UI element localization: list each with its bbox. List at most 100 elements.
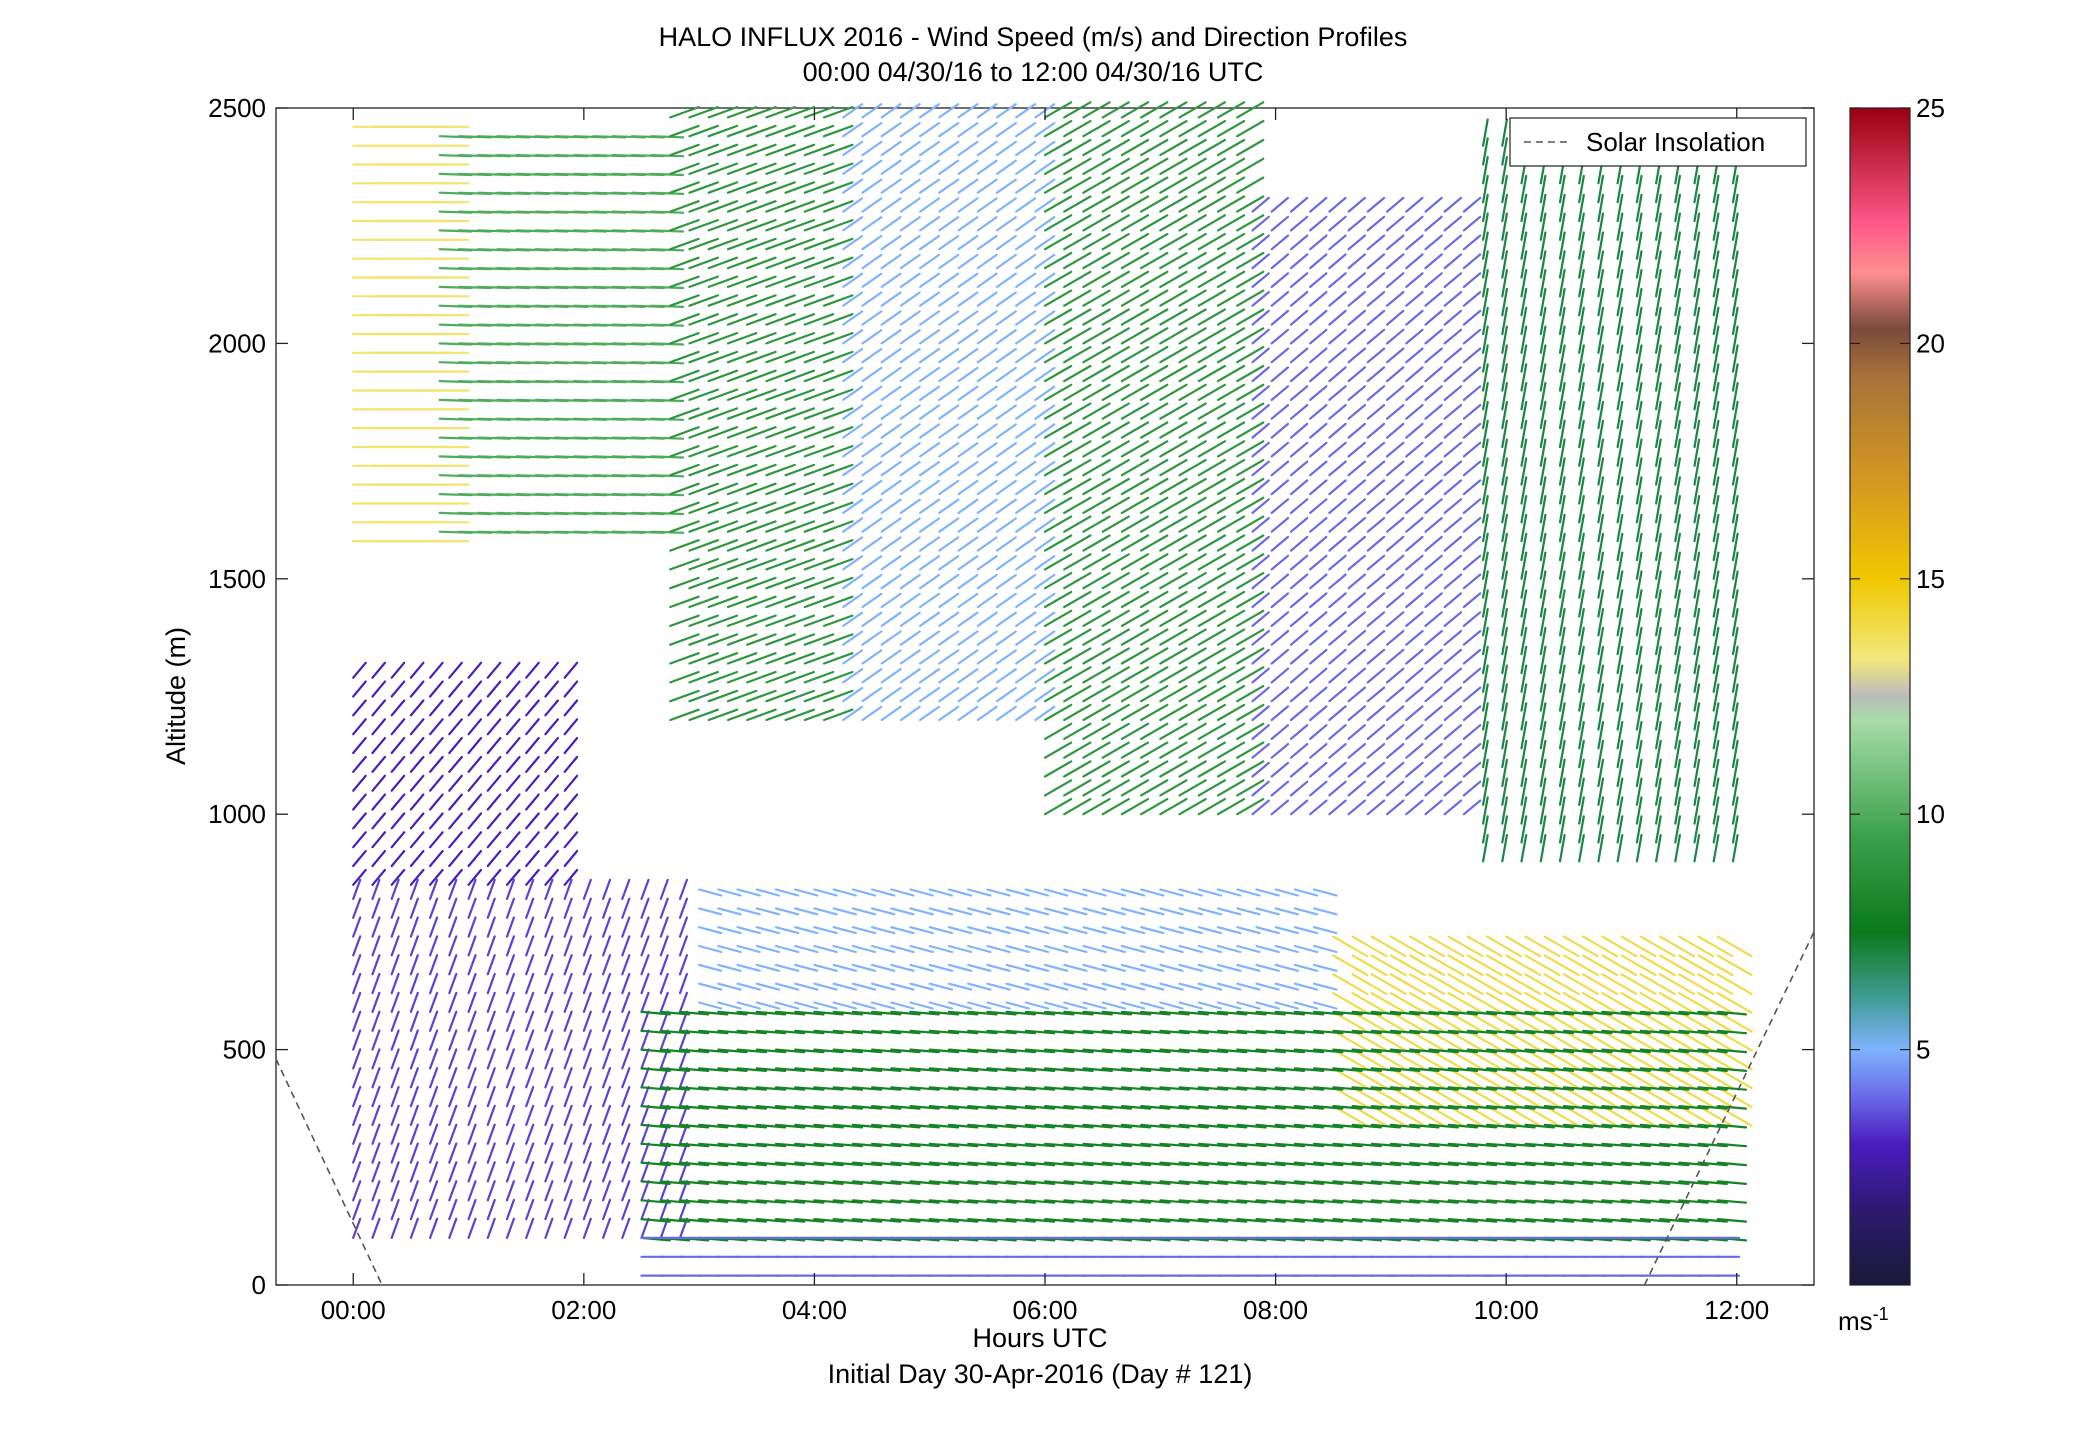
wind-barb	[755, 1010, 787, 1016]
wind-barb	[1558, 513, 1566, 543]
wind-barb	[938, 668, 960, 684]
wind-barb	[1063, 534, 1092, 552]
wind-barb	[1558, 306, 1566, 336]
wind-barb	[870, 1161, 902, 1167]
wind-barb	[1428, 1010, 1459, 1016]
wind-barb	[1443, 724, 1463, 741]
wind-barb	[1082, 926, 1107, 935]
wind-barb	[1274, 926, 1300, 935]
wind-barb	[784, 445, 816, 458]
wind-barb	[995, 611, 1017, 628]
wind-barb	[1447, 1086, 1479, 1091]
wind-barb	[774, 1142, 806, 1148]
wind-barb	[928, 926, 954, 935]
wind-barb	[784, 219, 816, 232]
wind-barb	[861, 442, 883, 458]
wind-barb	[1674, 457, 1682, 486]
wind-barb	[1520, 570, 1528, 599]
wind-barb	[352, 1085, 362, 1108]
wind-barb	[1366, 422, 1386, 439]
wind-barb	[851, 963, 877, 972]
wind-barb	[1063, 684, 1092, 703]
wind-barb	[1578, 551, 1585, 580]
wind-barb	[1678, 1086, 1715, 1109]
wind-barb	[1543, 1010, 1575, 1016]
wind-barb	[1270, 309, 1290, 326]
wind-barb	[1309, 328, 1328, 345]
wind-barb	[352, 972, 362, 995]
wind-barb	[928, 1029, 960, 1035]
wind-barb	[669, 595, 700, 609]
wind-barb	[1443, 686, 1463, 703]
x-tick-label: 06:00	[1012, 1295, 1077, 1325]
wind-barb	[1408, 1086, 1446, 1109]
wind-barb	[899, 197, 921, 213]
wind-barb	[717, 1180, 748, 1186]
wind-barb	[957, 385, 979, 401]
wind-barb	[755, 944, 781, 954]
wind-barb	[967, 888, 992, 897]
wind-barb	[1082, 1048, 1113, 1054]
wind-barb	[1063, 1199, 1094, 1204]
wind-barb	[1693, 476, 1701, 505]
wind-barb	[1424, 309, 1443, 326]
wind-barb	[726, 162, 758, 175]
wind-barb	[640, 1067, 650, 1089]
wind-barb	[1270, 422, 1290, 439]
wind-barb	[1562, 1029, 1599, 1052]
wind-barb	[409, 736, 425, 755]
wind-barb	[1005, 1001, 1030, 1010]
wind-barb	[765, 482, 796, 496]
wind-barb	[861, 592, 883, 609]
wind-barb	[899, 291, 921, 307]
wind-barb	[525, 831, 540, 849]
wind-barb	[774, 1010, 806, 1016]
wind-barb	[1005, 1142, 1037, 1148]
wind-barb	[938, 517, 960, 533]
wind-barb	[1674, 683, 1682, 712]
wind-barb	[976, 686, 998, 703]
wind-barb	[1197, 590, 1227, 609]
wind-barb	[967, 963, 992, 972]
wind-barb	[601, 1142, 612, 1164]
colorbar-tick-label: 20	[1916, 328, 1945, 358]
wind-barb	[1370, 1086, 1402, 1091]
wind-barb	[1697, 991, 1734, 1014]
wind-barb	[1658, 954, 1696, 977]
wind-barb	[774, 1180, 806, 1186]
wind-barb	[1481, 231, 1489, 260]
wind-barb	[890, 944, 915, 954]
wind-barb	[1385, 724, 1405, 741]
wind-barb	[1251, 385, 1270, 401]
wind-barb	[1405, 253, 1424, 270]
wind-barb	[525, 897, 535, 919]
wind-barb	[1466, 1180, 1498, 1186]
wind-barb	[794, 1029, 825, 1035]
wind-barb	[1385, 234, 1405, 251]
wind-barb	[1558, 589, 1566, 618]
wind-barb	[1178, 1104, 1210, 1110]
wind-barb	[1424, 366, 1443, 383]
wind-barb	[803, 708, 835, 722]
wind-barb	[649, 493, 685, 497]
wind-barb	[1293, 1010, 1325, 1016]
wind-barb	[448, 897, 458, 919]
wind-barb	[1578, 287, 1585, 317]
wind-barb	[525, 1217, 535, 1240]
wind-barb	[1312, 944, 1338, 954]
wind-barb	[822, 670, 854, 684]
wind-barb	[1731, 739, 1739, 769]
wind-barb	[563, 1161, 573, 1183]
wind-barb	[1635, 720, 1643, 750]
wind-barb	[861, 686, 883, 703]
wind-barb	[822, 689, 854, 703]
wind-barb	[640, 1104, 671, 1110]
wind-barb	[1063, 1217, 1094, 1223]
wind-barb	[803, 294, 835, 307]
wind-barb	[1270, 761, 1290, 778]
wind-barb	[1447, 1217, 1479, 1223]
wind-barb	[1328, 629, 1347, 646]
wind-barb	[957, 159, 979, 175]
wind-barb	[688, 595, 720, 609]
wind-barb	[1197, 327, 1227, 345]
